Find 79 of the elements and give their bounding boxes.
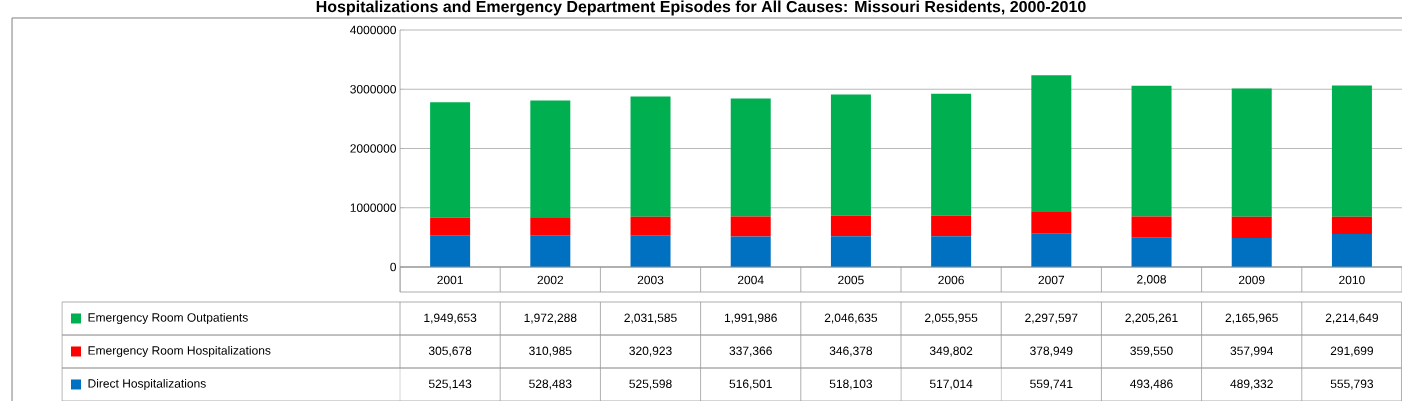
bar: [530, 100, 571, 218]
data-label: 1,949,653: [424, 313, 477, 324]
bar: [630, 96, 671, 217]
bar: [1231, 88, 1272, 217]
y-tick-label: 4000000: [350, 25, 397, 35]
bar: [1331, 234, 1372, 267]
data-label: 357,994: [1230, 346, 1274, 357]
data-label: 2,031,585: [624, 313, 677, 324]
y-tick-label: 1000000: [350, 203, 397, 212]
y-tick-label: 2000000: [350, 144, 397, 153]
y-tick-label: 0: [390, 262, 397, 272]
data-label: 525,598: [629, 379, 672, 390]
data-label: 1,991,986: [724, 313, 777, 324]
bar: [530, 235, 571, 267]
bar: [1231, 216, 1272, 238]
data-label: 2,297,597: [1025, 313, 1078, 324]
bar: [830, 94, 871, 216]
bar: [730, 216, 771, 237]
data-label: 2,165,965: [1225, 313, 1278, 324]
bar: [1131, 216, 1172, 238]
bar: [430, 102, 471, 218]
data-label: 337,366: [729, 346, 772, 357]
data-label: 349,802: [929, 346, 973, 357]
data-label: 555,793: [1330, 379, 1374, 390]
bar: [730, 98, 771, 217]
x-tick-label: 2003: [637, 275, 664, 285]
data-label: 359,550: [1130, 346, 1173, 357]
data-label: 2,214,649: [1325, 313, 1379, 324]
data-label: 516,501: [729, 379, 772, 390]
legend-label: Emergency Room Outpatients: [88, 312, 248, 325]
bar: [1131, 85, 1172, 217]
bar: [530, 217, 571, 236]
bar: [1331, 85, 1372, 217]
bar: [1331, 216, 1372, 235]
x-tick-label: 2010: [1339, 275, 1365, 285]
bar: [1031, 211, 1072, 234]
chart-title: Hospitalizations and Emergency Department Episodes for All Causes: Missouri Residents, 2000-2010: [316, 0, 1086, 16]
x-tick-label: 2,008: [1137, 275, 1166, 285]
x-tick-label: 2004: [737, 275, 764, 285]
legend-label: Emergency Room Hospitalizations: [88, 345, 271, 358]
data-label: 525,143: [428, 379, 472, 390]
bar: [830, 236, 871, 267]
data-label: 489,332: [1230, 379, 1273, 390]
data-label: 291,699: [1330, 346, 1373, 357]
bar: [430, 235, 471, 267]
data-label: 2,205,261: [1125, 313, 1178, 324]
data-label: 528,483: [529, 379, 572, 390]
bar: [730, 236, 771, 267]
data-label: 310,985: [529, 346, 572, 357]
data-label: 518,103: [829, 379, 873, 390]
x-tick-label: 2001: [437, 275, 463, 285]
bar: [931, 236, 972, 267]
x-tick-label: 2007: [1038, 275, 1065, 285]
bar: [931, 93, 972, 216]
data-label: 320,923: [629, 346, 672, 357]
bar: [1031, 233, 1072, 267]
y-tick-label: 3000000: [350, 85, 397, 94]
legend-label: Direct Hospitalizations: [88, 378, 206, 391]
data-label: 305,678: [428, 346, 472, 357]
data-label: 517,014: [929, 379, 973, 390]
data-label: 346,378: [829, 346, 873, 357]
bar: [630, 235, 671, 267]
x-tick-label: 2005: [838, 275, 864, 285]
data-label: 1,972,288: [524, 313, 577, 324]
data-label: 2,055,955: [925, 313, 978, 324]
data-label: 559,741: [1030, 379, 1073, 390]
data-label: 493,486: [1130, 379, 1173, 390]
data-label: 378,949: [1030, 346, 1073, 357]
x-tick-label: 2006: [938, 275, 964, 285]
x-tick-label: 2002: [537, 275, 564, 285]
bar: [830, 215, 871, 237]
bar: [1231, 237, 1272, 267]
bar: [1131, 237, 1172, 267]
x-tick-label: 2009: [1238, 275, 1265, 285]
bar: [931, 215, 972, 237]
bar: [630, 216, 671, 236]
bar: [1031, 75, 1072, 212]
data-label: 2,046,635: [824, 313, 878, 324]
bar: [430, 217, 471, 236]
